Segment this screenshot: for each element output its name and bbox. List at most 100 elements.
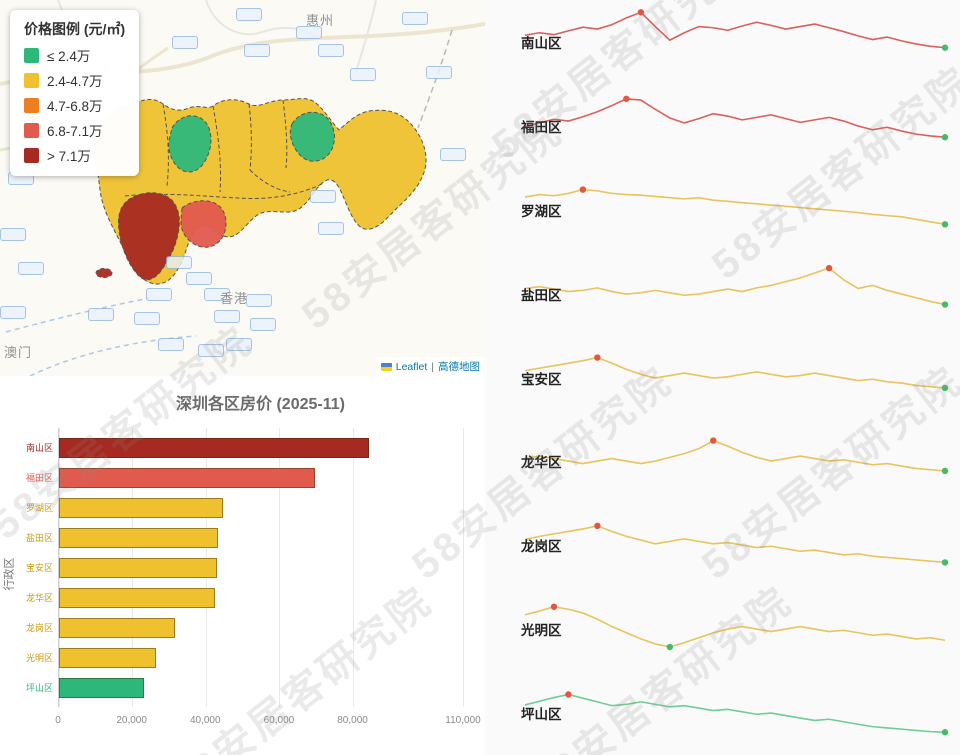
sparkline-district-label: 龙岗区 — [521, 539, 562, 555]
map-district-low-b[interactable] — [289, 111, 335, 162]
bar-category-label: 盐田区 — [25, 533, 53, 543]
peak-marker — [637, 9, 645, 16]
trend-line — [524, 266, 946, 305]
peak-marker — [594, 353, 601, 361]
map-legend: 价格图例 (元/㎡) ≤ 2.4万 2.4-4.7万 4.7-6.8万 6.8-7.1… — [10, 10, 140, 176]
trend-sparklines-panel: 南山区 福田区 罗湖区 盐田区 宝安区 龙华区 龙岗区 光明区 坪山区 — [485, 0, 960, 755]
legend-item: 4.7-6.8万 — [24, 95, 125, 115]
sparkline-chart[interactable] — [485, 168, 960, 252]
sparkline-chart[interactable] — [485, 84, 960, 168]
map-canvas[interactable] — [0, 0, 485, 376]
peak-marker — [594, 523, 601, 530]
sparkline-district-label: 盐田区 — [521, 287, 562, 303]
sparkline-district-label: 龙华区 — [521, 455, 562, 471]
bar-chart-plot: 南山区 福田区 罗湖区 盐田区 宝安区 龙华区 龙岗区 光明区 坪山区 — [26, 428, 464, 707]
bar-category-label: 坪山区 — [25, 683, 53, 693]
sparkline-district-label: 宝安区 — [521, 371, 562, 387]
sparkline-row: 福田区 — [485, 84, 960, 168]
trend-line — [524, 693, 946, 734]
low-marker — [941, 301, 949, 308]
bar-row: 光明区 — [26, 647, 463, 668]
legend-item: 6.8-7.1万 — [24, 120, 125, 140]
legend-item-label: ≤ 2.4万 — [47, 49, 91, 64]
bar[interactable] — [59, 587, 216, 608]
bar[interactable] — [59, 467, 316, 488]
sparkline-chart[interactable] — [485, 671, 960, 755]
bar[interactable] — [59, 497, 223, 518]
low-marker — [941, 44, 949, 51]
legend-color-swatch — [24, 97, 39, 113]
district-boundary — [162, 103, 169, 187]
sparkline-district-label: 光明区 — [521, 623, 562, 639]
trend-line — [524, 11, 946, 49]
bar-row: 福田区 — [26, 467, 463, 488]
amap-attribution-link[interactable]: 高德地图 — [438, 361, 480, 373]
sparkline-row: 龙华区 — [485, 419, 960, 503]
trend-line — [524, 188, 946, 225]
low-marker — [941, 133, 949, 141]
bar-category-label: 龙华区 — [25, 593, 53, 603]
map-district-low-a[interactable] — [168, 115, 212, 173]
bar-chart-panel: 深圳各区房价 (2025-11) 行政区 南山区 福田区 罗湖区 盐田区 宝安区 龙华区龙… — [0, 376, 485, 755]
price-choropleth-map[interactable]: 惠州 香港 澳门 价格图例 (元/㎡) ≤ 2.4万 2.4-4.7万 4.7-6.8万… — [0, 0, 485, 376]
sparkline-row: 盐田区 — [485, 252, 960, 336]
bar-row: 罗湖区 — [26, 497, 463, 518]
x-tick-label: 60,000 — [263, 715, 295, 726]
leaflet-link[interactable]: Leaflet — [395, 360, 428, 373]
sparkline-row: 光明区 — [485, 587, 960, 671]
sparkline-district-label: 福田区 — [521, 119, 562, 135]
map-road — [355, 0, 377, 73]
district-boundary — [282, 99, 288, 169]
legend-item: ≤ 2.4万 — [24, 45, 125, 65]
legend-color-swatch — [24, 147, 39, 163]
bar-category-label: 龙岗区 — [25, 623, 53, 633]
bar-row: 坪山区 — [26, 677, 463, 698]
district-boundary — [249, 169, 291, 193]
low-marker — [941, 220, 949, 228]
peak-marker — [579, 186, 587, 193]
district-boundary — [212, 105, 222, 193]
bar[interactable] — [59, 557, 217, 578]
sparkline-chart[interactable] — [485, 587, 960, 671]
legend-color-swatch — [24, 122, 39, 138]
peak-marker — [623, 95, 630, 102]
trend-line — [524, 525, 946, 564]
bar[interactable] — [59, 527, 218, 548]
bar[interactable] — [59, 677, 144, 698]
x-tick-label: 110,000 — [445, 715, 481, 726]
legend-item-label: 6.8-7.1万 — [47, 124, 103, 139]
peak-marker — [550, 603, 558, 611]
sparkline-chart[interactable] — [485, 0, 960, 84]
bar-chart-title: 深圳各区房价 (2025-11) — [176, 396, 345, 413]
peak-marker — [565, 691, 572, 698]
bar-row: 龙岗区 — [26, 617, 463, 638]
bar-row: 龙华区 — [26, 587, 463, 608]
bar[interactable] — [59, 437, 370, 458]
map-district-higher[interactable] — [180, 200, 227, 248]
legend-item: > 7.1万 — [24, 145, 125, 165]
map-attribution: Leaflet | 高德地图 — [375, 357, 485, 376]
sparkline-chart[interactable] — [485, 336, 960, 420]
bar[interactable] — [59, 647, 156, 668]
bar-category-label: 福田区 — [25, 473, 53, 483]
sparkline-chart[interactable] — [485, 419, 960, 503]
district-boundary — [248, 103, 252, 171]
attribution-separator: | — [431, 360, 434, 373]
legend-color-swatch — [24, 72, 39, 88]
bar-category-label: 宝安区 — [25, 563, 53, 573]
trend-line — [524, 356, 946, 389]
x-tick-label: 40,000 — [189, 715, 221, 726]
map-district-top[interactable] — [118, 192, 180, 281]
x-tick-label: 0 — [55, 715, 61, 726]
legend-color-swatch — [24, 47, 39, 63]
grid-line — [463, 428, 464, 707]
low-marker — [941, 729, 949, 736]
sparkline-row: 坪山区 — [485, 671, 960, 755]
map-island[interactable] — [95, 268, 113, 278]
sparkline-chart[interactable] — [485, 503, 960, 587]
sparkline-chart[interactable] — [485, 252, 960, 336]
bar-category-label: 光明区 — [25, 653, 53, 663]
bar[interactable] — [59, 617, 176, 638]
x-axis-ticks: 0 20,000 40,000 60,000 80,000 110,000 — [55, 715, 480, 729]
